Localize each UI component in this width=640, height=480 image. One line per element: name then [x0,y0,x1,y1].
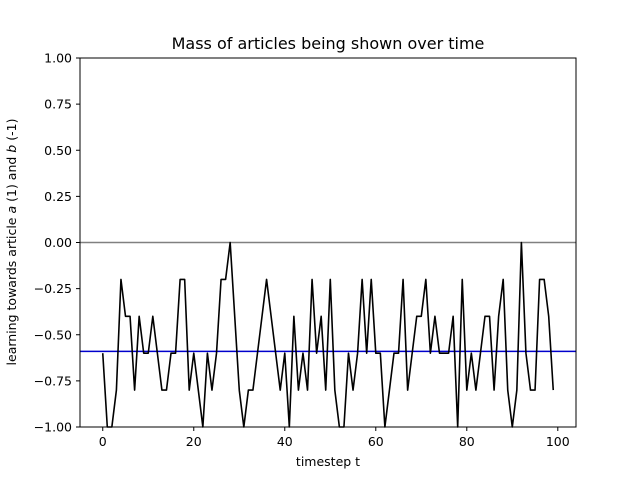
y-tick-label: 0.75 [44,97,72,112]
x-tick-label: 40 [277,434,293,449]
y-tick-label: −1.00 [34,420,72,435]
x-tick-label: 0 [99,434,107,449]
x-tick-label: 20 [186,434,202,449]
x-tick-label: 60 [368,434,384,449]
x-axis: 0 20 40 60 80 100 [99,427,570,449]
y-tick-label: 1.00 [44,51,72,66]
y-tick-label: 0.25 [44,189,72,204]
y-axis-label-part: a [4,206,19,214]
series-line [101,241,555,428]
y-axis-label-part: (-1) [4,119,19,145]
y-tick-label: −0.25 [34,281,72,296]
y-axis-label-part: b [4,145,19,153]
y-axis-label-part: learning towards article [4,214,19,366]
y-tick-label: 0.50 [44,143,72,158]
y-axis: −1.00 −0.75 −0.50 −0.25 0.00 0.25 0.50 0.75 1.00 [34,51,80,435]
x-axis-label: timestep t [296,454,360,469]
x-tick-label: 100 [546,434,570,449]
x-tick-label: 80 [459,434,475,449]
y-tick-label: 0.00 [44,235,72,250]
y-tick-label: −0.50 [34,327,72,342]
y-axis-label-part: (1) and [4,153,19,206]
chart-title: Mass of articles being shown over time [172,34,485,53]
y-tick-label: −0.75 [34,373,72,388]
y-axis-label: learning towards article a (1) and b (-1… [4,119,19,366]
plot-area [80,241,576,428]
